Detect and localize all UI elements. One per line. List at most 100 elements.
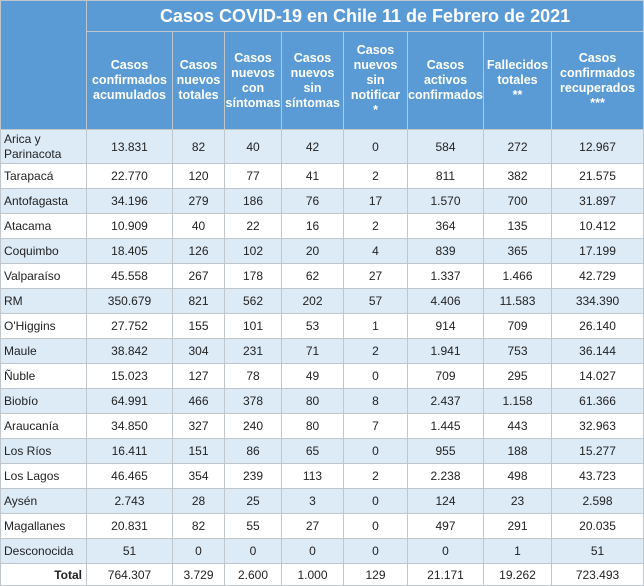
cell-value: 27	[343, 263, 408, 289]
cell-value: 26.140	[550, 313, 644, 339]
region-name: Desconocida	[0, 538, 87, 564]
cell-value: 49	[281, 363, 344, 389]
region-name: Los Lagos	[0, 463, 87, 489]
table-title: Casos COVID-19 en Chile 11 de Febrero de…	[85, 0, 644, 32]
region-name: Ñuble	[0, 363, 87, 389]
cell-value: 334.390	[550, 288, 644, 314]
column-header: Casos activos confirmados	[407, 31, 484, 130]
cell-value: 27	[281, 513, 344, 539]
cell-value: 239	[224, 463, 282, 489]
cell-value: 4	[343, 238, 408, 264]
cell-value: 498	[483, 463, 552, 489]
cell-value: 1	[343, 313, 408, 339]
cell-value: 0	[343, 129, 408, 164]
cell-value: 22.770	[86, 163, 173, 189]
column-header: Casos confirmados acumulados	[86, 31, 173, 130]
table-row: Maule 38.842 304 231 71 2 1.941 753 36.144	[0, 338, 644, 364]
cell-value: 354	[172, 463, 225, 489]
cell-value: 365	[483, 238, 552, 264]
cell-value: 3	[281, 488, 344, 514]
total-value: 1.000	[281, 563, 344, 586]
table-row: Tarapacá 22.770 120 77 41 2 811 382 21.575	[0, 163, 644, 189]
column-header: Casos nuevos sin síntomas	[281, 31, 344, 130]
cell-value: 16	[281, 213, 344, 239]
table-row: Araucanía 34.850 327 240 80 7 1.445 443 32.963	[0, 413, 644, 439]
table-row: Antofagasta 34.196 279 186 76 17 1.570 700 31.89…	[0, 188, 644, 214]
table-body: Arica y Parinacota 13.831 82 40 42 0 584 272 12.…	[0, 129, 644, 564]
cell-value: 21.575	[550, 163, 644, 189]
cell-value: 7	[343, 413, 408, 439]
column-header: Casos nuevos totales	[172, 31, 225, 130]
cell-value: 914	[407, 313, 484, 339]
cell-value: 327	[172, 413, 225, 439]
region-name: Aysén	[0, 488, 87, 514]
cell-value: 382	[483, 163, 552, 189]
cell-value: 32.963	[550, 413, 644, 439]
cell-value: 113	[281, 463, 344, 489]
cell-value: 700	[483, 188, 552, 214]
cell-value: 0	[343, 438, 408, 464]
cell-value: 2.238	[407, 463, 484, 489]
cell-value: 86	[224, 438, 282, 464]
column-header: Casos nuevos sin notificar *	[343, 31, 408, 130]
total-value: 21.171	[407, 563, 484, 586]
cell-value: 0	[172, 538, 225, 564]
cell-value: 40	[224, 129, 282, 164]
cell-value: 562	[224, 288, 282, 314]
column-header: Casos nuevos con síntomas	[224, 31, 282, 130]
total-value: 723.493	[550, 563, 644, 586]
cell-value: 0	[224, 538, 282, 564]
table-row: Desconocida 51 0 0 0 0 0 1 51	[0, 538, 644, 564]
cell-value: 40	[172, 213, 225, 239]
cell-value: 80	[281, 413, 344, 439]
cell-value: 1.570	[407, 188, 484, 214]
cell-value: 61.366	[550, 388, 644, 414]
cell-value: 2	[343, 213, 408, 239]
table-row: Arica y Parinacota 13.831 82 40 42 0 584 272 12.…	[0, 129, 644, 164]
cell-value: 22	[224, 213, 282, 239]
cell-value: 304	[172, 338, 225, 364]
table-row: Valparaíso 45.558 267 178 62 27 1.337 1.466 42.7…	[0, 263, 644, 289]
table-row: Ñuble 15.023 127 78 49 0 709 295 14.027	[0, 363, 644, 389]
cell-value: 821	[172, 288, 225, 314]
cell-value: 186	[224, 188, 282, 214]
cell-value: 178	[224, 263, 282, 289]
table-row: Los Lagos 46.465 354 239 113 2 2.238 498 43.723	[0, 463, 644, 489]
cell-value: 124	[407, 488, 484, 514]
cell-value: 709	[407, 363, 484, 389]
total-label: Total	[0, 563, 87, 586]
cell-value: 10.909	[86, 213, 173, 239]
region-name: RM	[0, 288, 87, 314]
cell-value: 202	[281, 288, 344, 314]
cell-value: 16.411	[86, 438, 173, 464]
total-value: 3.729	[172, 563, 225, 586]
cell-value: 77	[224, 163, 282, 189]
cell-value: 811	[407, 163, 484, 189]
cell-value: 55	[224, 513, 282, 539]
region-name: O'Higgins	[0, 313, 87, 339]
cell-value: 28	[172, 488, 225, 514]
cell-value: 12.967	[550, 129, 644, 164]
table-row: Atacama 10.909 40 22 16 2 364 135 10.412	[0, 213, 644, 239]
cell-value: 20.831	[86, 513, 173, 539]
cell-value: 188	[483, 438, 552, 464]
cell-value: 1.445	[407, 413, 484, 439]
cell-value: 127	[172, 363, 225, 389]
cell-value: 64.991	[86, 388, 173, 414]
cell-value: 1.941	[407, 338, 484, 364]
cell-value: 295	[483, 363, 552, 389]
cell-value: 76	[281, 188, 344, 214]
cell-value: 1.158	[483, 388, 552, 414]
cell-value: 11.583	[483, 288, 552, 314]
column-header: Casos confirmados recuperados ***	[550, 31, 644, 130]
cell-value: 231	[224, 338, 282, 364]
region-name: Coquimbo	[0, 238, 87, 264]
cell-value: 279	[172, 188, 225, 214]
table-row: Coquimbo 18.405 126 102 20 4 839 365 17.199	[0, 238, 644, 264]
cell-value: 0	[343, 513, 408, 539]
cell-value: 17.199	[550, 238, 644, 264]
region-name: Atacama	[0, 213, 87, 239]
cell-value: 364	[407, 213, 484, 239]
column-header-row: Casos confirmados acumulados Casos nuevos…	[1, 31, 644, 130]
cell-value: 1.466	[483, 263, 552, 289]
